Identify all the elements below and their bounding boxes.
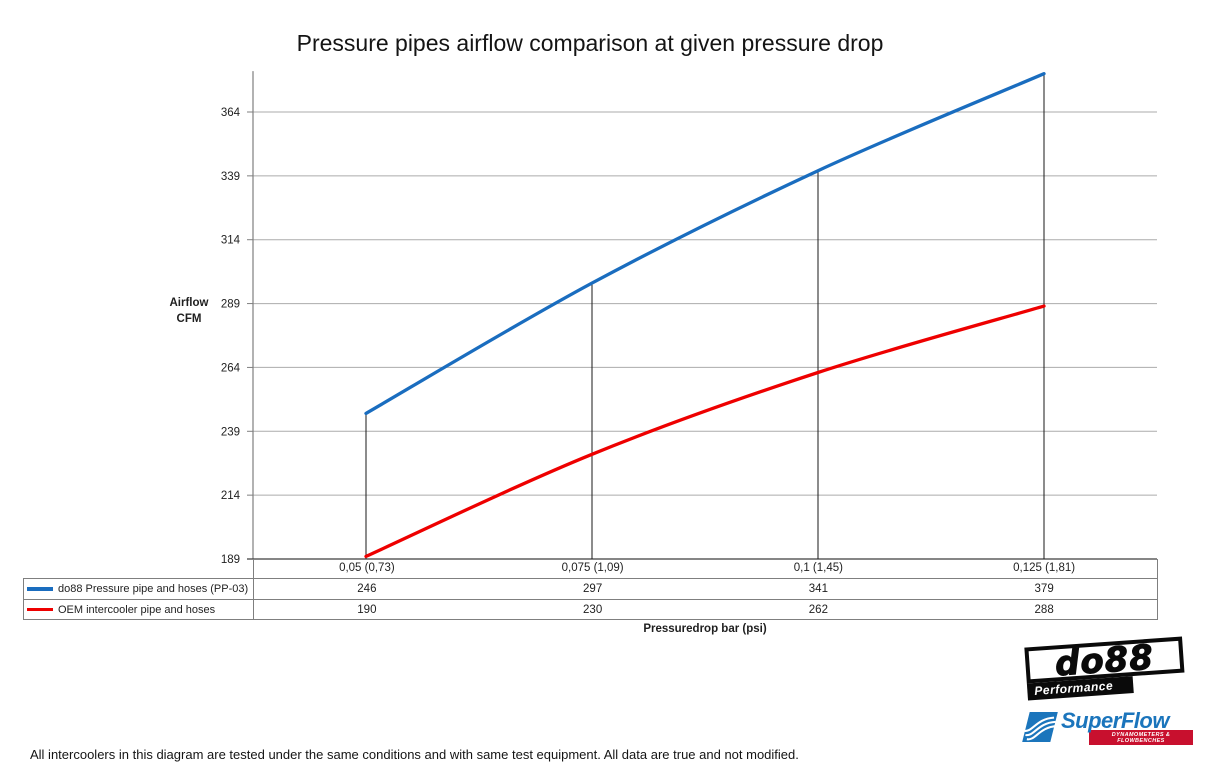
superflow-logo-subtext: DYNAMOMETERS & FLOWBENCHES [1089, 730, 1193, 745]
drop-lines [365, 73, 1045, 559]
table-row: do88 Pressure pipe and hoses (PP-03) 246 2… [24, 579, 1157, 599]
data-table: do88 Pressure pipe and hoses (PP-03) 246 2… [23, 578, 1158, 620]
y-tick-labels: 189 214 239 264 289 314 339 364 [221, 107, 241, 566]
superflow-wave-icon [1022, 712, 1058, 742]
series-value: 297 [583, 583, 603, 595]
superflow-logo: SuperFlow DYNAMOMETERS & FLOWBENCHES [1022, 710, 1194, 745]
series-value: 379 [1034, 583, 1054, 595]
x-tick-label: 0,125 (1,81) [1013, 562, 1076, 574]
y-axis-label-line2: CFM [176, 313, 202, 325]
y-tick-label: 339 [221, 171, 240, 183]
x-tick-label: 0,05 (0,73) [339, 562, 395, 574]
series-line-0 [364, 72, 1046, 416]
do88-logo-text: do88 [1053, 637, 1156, 685]
x-tick-row: 0,05 (0,73) 0,075 (1,09) 0,1 (1,45) 0,125 (… [253, 559, 1158, 578]
series-line-1 [364, 304, 1046, 559]
superflow-logo-text: SuperFlow [1061, 708, 1169, 733]
axes [247, 71, 1157, 560]
series-swatch-line [27, 607, 53, 612]
x-tick-label: 0,075 (1,09) [561, 562, 624, 574]
x-axis-label: Pressuredrop bar (psi) [643, 623, 767, 635]
y-tick-label: 214 [221, 490, 241, 502]
series-value: 341 [808, 583, 828, 595]
series-lines [364, 72, 1046, 559]
chart-title: Pressure pipes airflow comparison at giv… [296, 30, 884, 56]
series-value: 190 [357, 604, 377, 616]
y-tick-label: 239 [221, 426, 240, 438]
series-value: 230 [583, 604, 603, 616]
y-tick-label: 289 [221, 299, 240, 311]
table-row: OEM intercooler pipe and hoses 190 230 262 2… [24, 599, 1157, 619]
y-tick-label: 364 [221, 107, 241, 119]
series-swatch-line [27, 587, 53, 591]
series-name: OEM intercooler pipe and hoses [58, 603, 216, 616]
series-value: 246 [357, 583, 377, 595]
series-legend-cell: OEM intercooler pipe and hoses [24, 600, 254, 619]
x-tick-label: 0,1 (1,45) [793, 562, 843, 574]
series-legend-cell: do88 Pressure pipe and hoses (PP-03) [24, 579, 254, 599]
disclaimer-text: All intercoolers in this diagram are tes… [30, 747, 799, 762]
series-value: 288 [1034, 604, 1054, 616]
series-value: 262 [808, 604, 828, 616]
do88-logo: do88 Performance [1024, 636, 1185, 701]
y-tick-label: 264 [221, 362, 241, 374]
series-name: do88 Pressure pipe and hoses (PP-03) [58, 583, 249, 595]
y-tick-label: 314 [221, 235, 241, 247]
y-axis-label: Airflow CFM [158, 295, 220, 327]
gridlines [253, 111, 1157, 496]
y-axis-label-line1: Airflow [169, 297, 209, 309]
y-tick-label: 189 [221, 554, 240, 566]
